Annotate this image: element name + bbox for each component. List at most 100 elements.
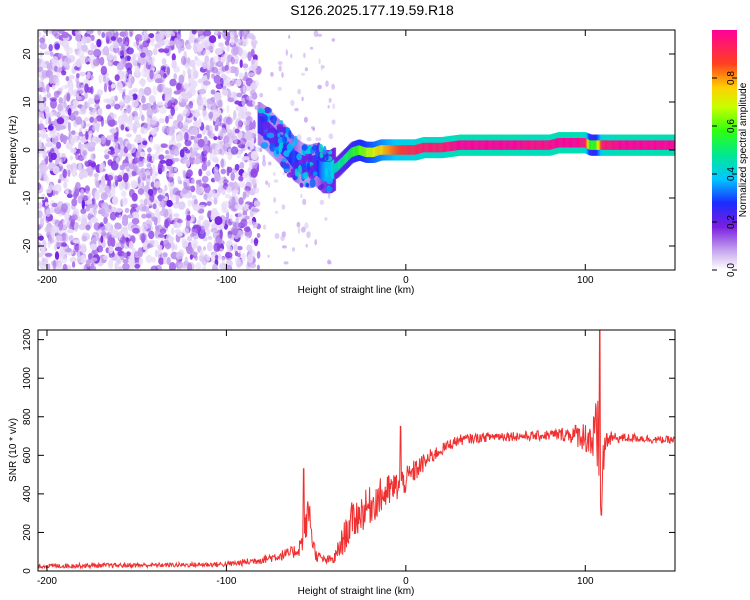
heatmap-noise-blob — [56, 117, 65, 125]
heatmap-noise-blob — [325, 80, 329, 87]
heatmap-noise-blob — [143, 198, 148, 206]
heatmap-noise-blob — [109, 211, 117, 221]
y-tick-label: 200 — [22, 524, 33, 541]
heatmap-noise-blob — [234, 128, 240, 134]
heatmap-noise-blob — [41, 44, 47, 49]
heatmap-noise-blob — [89, 138, 94, 143]
heatmap-noise-blob — [46, 92, 51, 98]
heatmap-noise-blob — [173, 37, 179, 46]
heatmap-noise-blob — [137, 247, 144, 258]
heatmap-noise-blob — [107, 60, 112, 67]
heatmap-noise-blob — [100, 235, 104, 244]
ridge-blob — [261, 120, 269, 130]
heatmap-noise-blob — [309, 46, 314, 50]
heatmap-noise-blob — [78, 162, 82, 173]
ridge-blob — [300, 163, 306, 170]
heatmap-noise-blob — [233, 91, 238, 102]
heatmap-noise-blob — [71, 130, 76, 136]
heatmap-noise-blob — [45, 188, 52, 194]
heatmap-noise-blob — [90, 34, 95, 41]
heatmap-noise-blob — [176, 142, 182, 148]
ridge-blob — [325, 154, 329, 161]
heatmap-noise-blob — [90, 42, 95, 51]
heatmap-noise-blob — [249, 89, 256, 97]
heatmap-noise-blob — [66, 193, 73, 198]
heatmap-noise-blob — [118, 265, 123, 270]
heatmap-noise-blob — [305, 243, 308, 248]
heatmap-noise-blob — [186, 235, 193, 242]
heatmap-noise-blob — [138, 257, 143, 266]
heatmap-noise-blob — [113, 30, 117, 33]
heatmap-noise-blob — [165, 158, 173, 167]
heatmap-noise-blob — [78, 243, 87, 252]
heatmap-noise-blob — [59, 247, 64, 253]
heatmap-noise-blob — [222, 208, 229, 213]
heatmap-noise-blob — [93, 222, 101, 231]
heatmap-noise-blob — [177, 219, 183, 224]
colorbar-label: Normalized spectral amplitude — [738, 82, 749, 217]
heatmap-noise-blob — [45, 217, 50, 224]
ridge-blob — [326, 176, 334, 185]
heatmap-noise-blob — [68, 190, 72, 195]
heatmap-noise-blob — [146, 108, 153, 119]
heatmap-noise-blob — [149, 120, 157, 125]
ridge-blob — [301, 144, 308, 151]
heatmap-noise-blob — [81, 213, 88, 221]
heatmap-noise-blob — [137, 183, 143, 188]
heatmap-noise-blob — [121, 252, 127, 257]
heatmap-noise-blob — [67, 121, 71, 132]
heatmap-noise-blob — [54, 43, 60, 50]
heatmap-noise-blob — [247, 72, 256, 77]
heatmap-noise-blob — [207, 130, 211, 137]
heatmap-noise-blob — [192, 204, 201, 212]
heatmap-noise-blob — [306, 231, 311, 239]
heatmap-noise-blob — [124, 181, 128, 190]
heatmap-noise-blob — [62, 168, 68, 179]
heatmap-noise-blob — [122, 262, 130, 270]
heatmap-noise-blob — [68, 47, 73, 54]
heatmap-noise-blob — [38, 182, 42, 191]
heatmap-noise-blob — [146, 244, 151, 249]
heatmap-noise-blob — [331, 119, 336, 125]
heatmap-noise-blob — [44, 201, 49, 207]
heatmap-noise-blob — [273, 179, 279, 183]
heatmap-noise-blob — [244, 215, 250, 220]
heatmap-noise-blob — [125, 116, 133, 124]
heatmap-noise-blob — [161, 125, 169, 134]
heatmap-noise-blob — [191, 127, 199, 136]
heatmap-noise-blob — [121, 109, 128, 119]
heatmap-noise-blob — [66, 234, 69, 243]
heatmap-noise-blob — [50, 51, 54, 57]
heatmap-noise-blob — [130, 203, 138, 209]
heatmap-noise-blob — [98, 74, 103, 84]
heatmap-noise-blob — [126, 107, 131, 113]
heatmap-noise-blob — [315, 137, 319, 141]
heatmap-noise-blob — [221, 200, 230, 209]
heatmap-noise-blob — [209, 152, 217, 161]
heatmap-noise-blob — [213, 92, 222, 101]
heatmap-noise-blob — [70, 113, 75, 122]
heatmap-noise-blob — [55, 235, 63, 242]
heatmap-noise-blob — [304, 67, 308, 72]
heatmap-noise-blob — [103, 216, 108, 225]
heatmap-noise-blob — [230, 56, 235, 65]
heatmap-noise-blob — [233, 138, 238, 145]
heatmap-noise-blob — [50, 148, 55, 153]
heatmap-noise-blob — [301, 72, 305, 76]
heatmap-noise-blob — [88, 97, 95, 105]
heatmap-noise-blob — [242, 63, 249, 69]
heatmap-noise-blob — [114, 74, 120, 82]
heatmap-noise-blob — [313, 30, 319, 38]
heatmap-noise-blob — [205, 170, 211, 177]
heatmap-noise-blob — [49, 97, 58, 102]
heatmap-noise-blob — [132, 227, 140, 234]
heatmap-noise-blob — [84, 117, 89, 122]
heatmap-noise-blob — [130, 180, 138, 189]
heatmap-noise-blob — [184, 256, 188, 263]
heatmap-noise-blob — [259, 92, 264, 98]
heatmap-noise-blob — [249, 140, 255, 150]
heatmap-noise-blob — [116, 81, 123, 91]
ridge-blob — [296, 153, 302, 161]
heatmap-noise-blob — [209, 35, 217, 44]
heatmap-noise-blob — [41, 193, 46, 201]
